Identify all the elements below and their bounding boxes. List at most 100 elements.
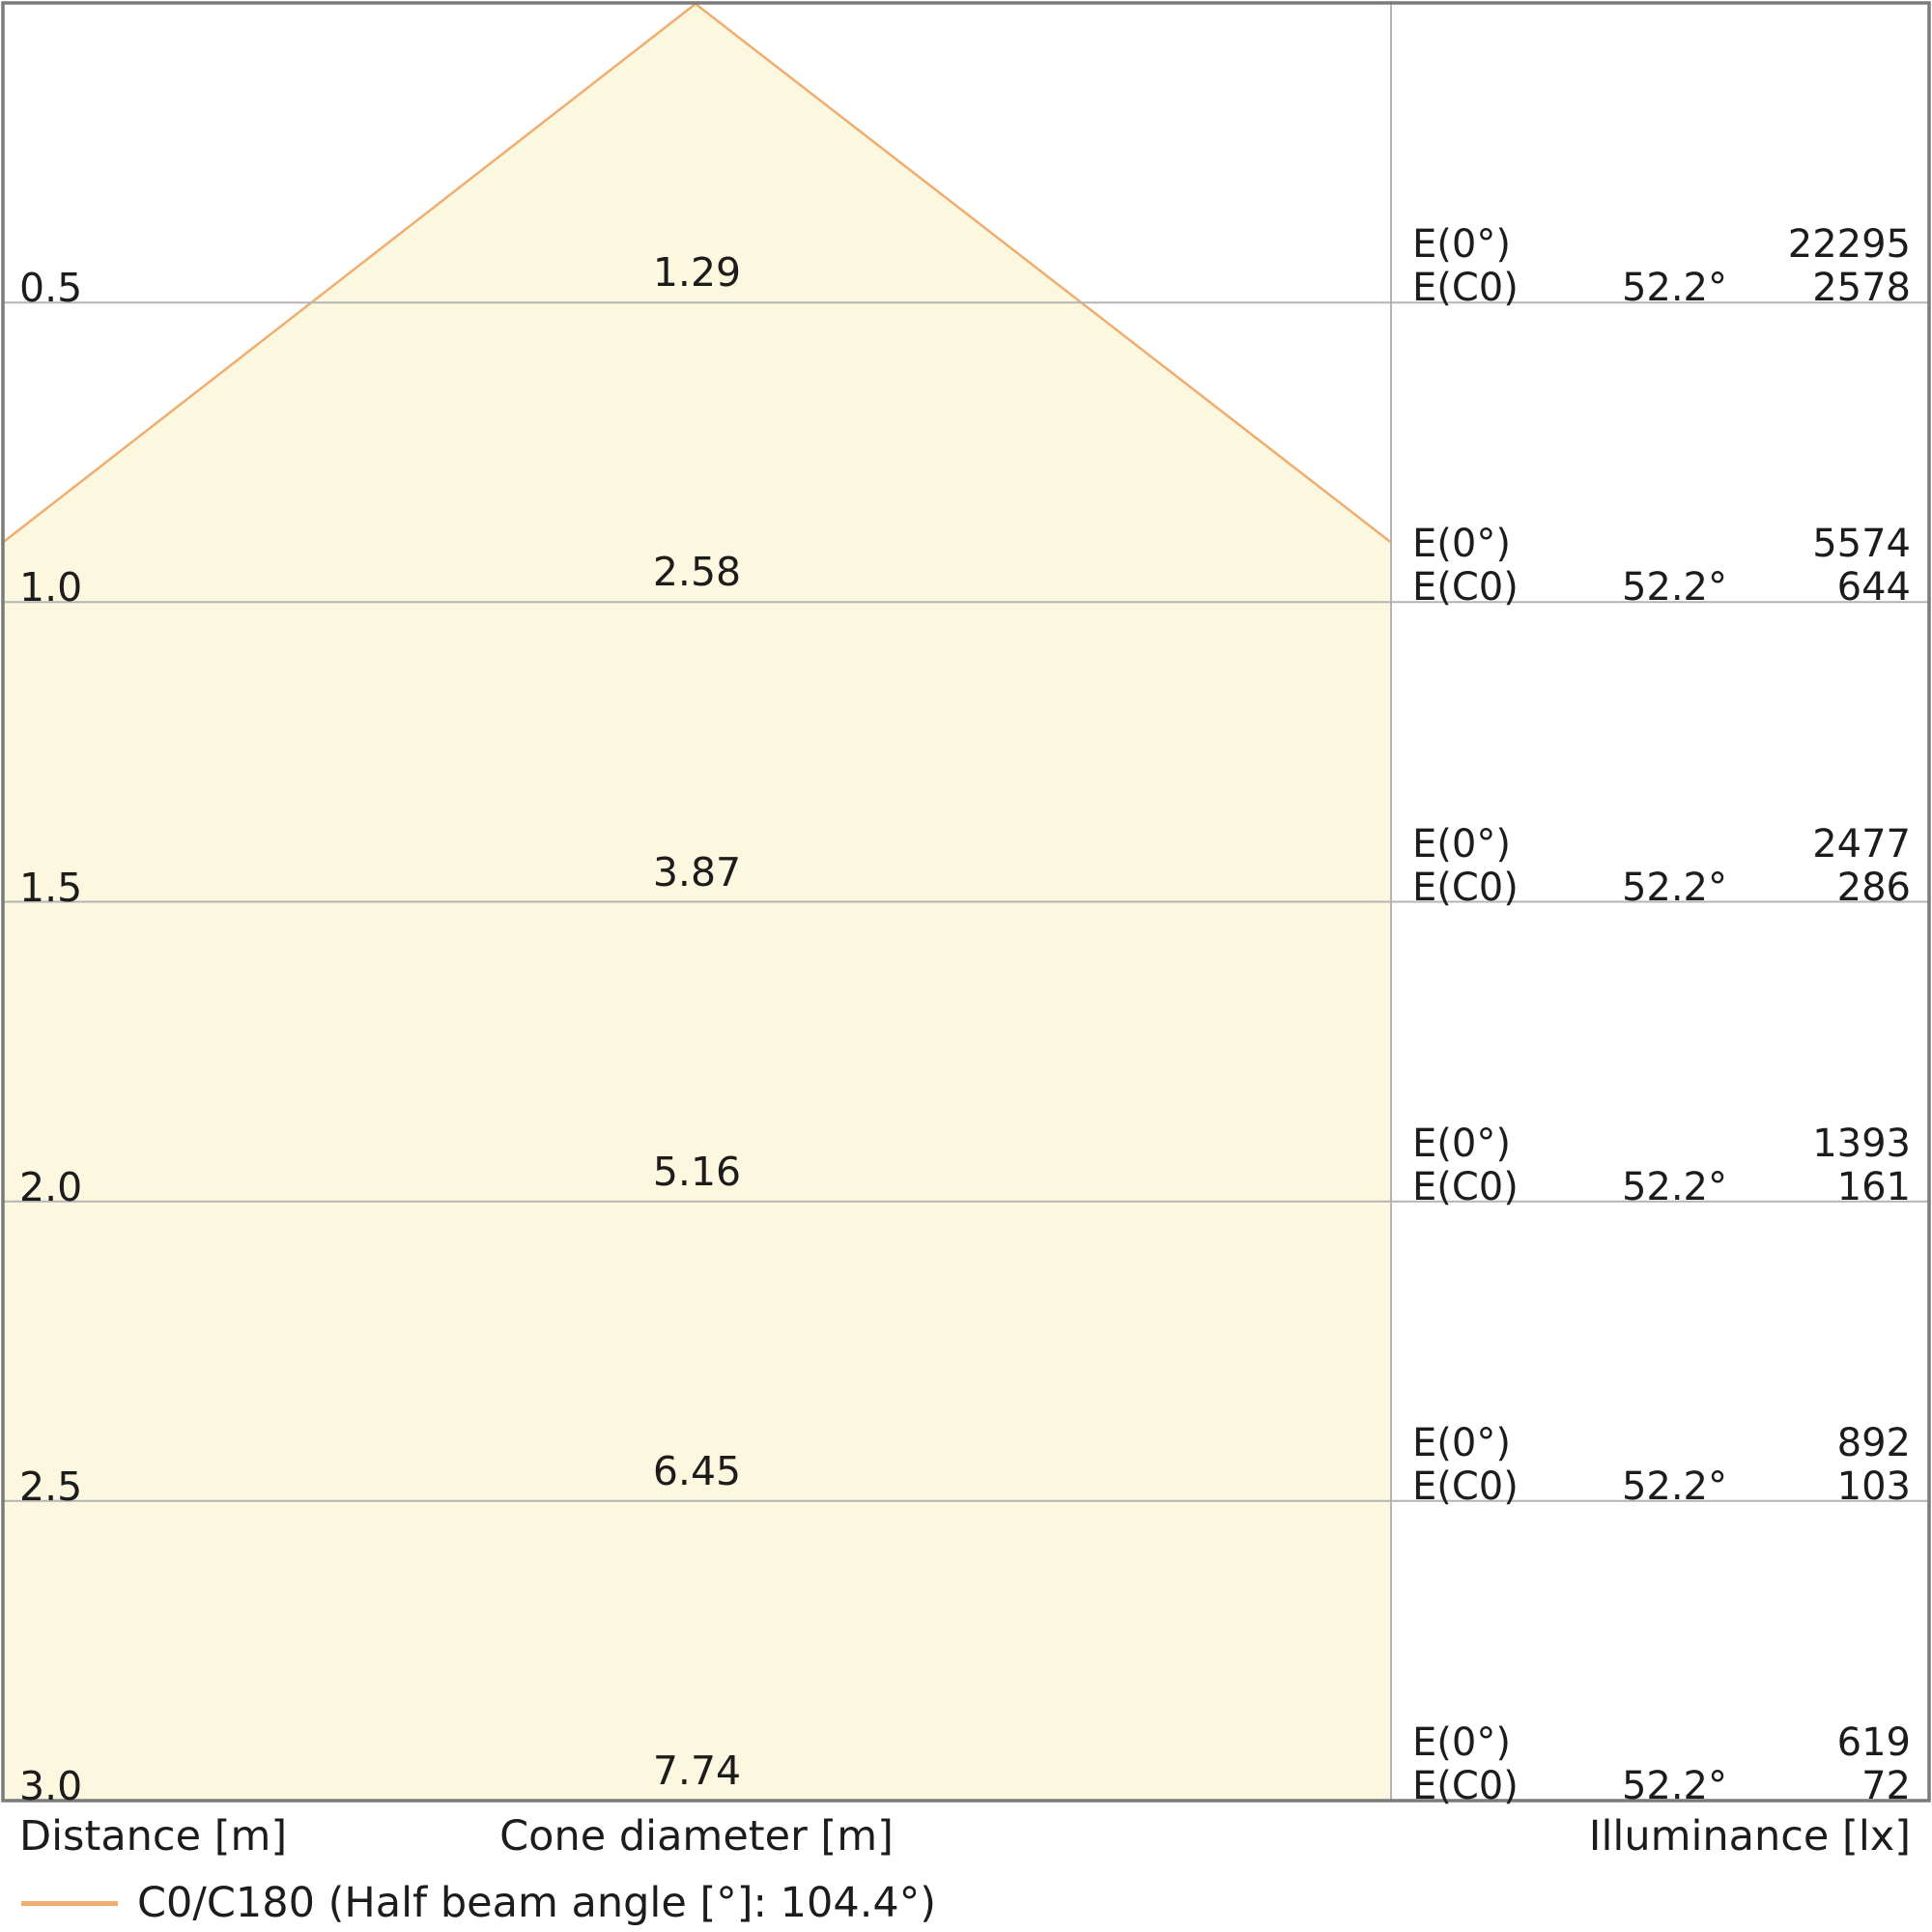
e0-value: 1393 — [1812, 1121, 1911, 1166]
axis-caption-row: Distance [m] Cone diameter [m] Illuminan… — [3, 1801, 1929, 1870]
e0-line: E(0°) 2477 — [1412, 821, 1911, 867]
e0-line: E(0°) 619 — [1412, 1721, 1911, 1765]
e0-angle — [1577, 823, 1727, 867]
ec0-value: 161 — [1836, 1164, 1911, 1209]
ec0-label: E(C0) — [1412, 1463, 1519, 1509]
beam-line-legend-swatch — [21, 1900, 118, 1906]
distance-axis-label: Distance [m] — [19, 1812, 288, 1861]
e0-angle — [1577, 223, 1727, 267]
ec0-angle: 52.2° — [1621, 1463, 1727, 1509]
illuminance-block: E(0°) 5574 E(C0) 52.2° 644 — [1412, 523, 1911, 610]
ec0-angle: 52.2° — [1621, 1764, 1727, 1809]
plot-border — [1, 1, 1931, 1803]
distance-label-column: 0.5 1.0 1.5 2.0 2.5 3.0 — [3, 3, 293, 1806]
diameter-cell: 2.58 — [3, 302, 1391, 602]
ec0-angle: 52.2° — [1621, 565, 1727, 611]
e0-label: E(0°) — [1412, 1720, 1511, 1766]
e0-label: E(0°) — [1412, 522, 1511, 567]
distance-cell: 1.5 — [3, 602, 293, 907]
cone-diameter-axis-label: Cone diameter [m] — [499, 1812, 894, 1861]
cone-diameter-label: 5.16 — [652, 1148, 742, 1195]
diameter-cell: 7.74 — [3, 1501, 1391, 1801]
ec0-value: 644 — [1836, 565, 1911, 611]
illuminance-block: E(0°) 619 E(C0) 52.2° 72 — [1412, 1721, 1911, 1808]
ec0-label: E(C0) — [1412, 1764, 1519, 1809]
legend-label: C0/C180 (Half beam angle [°]: 104.4°) — [137, 1878, 937, 1927]
ec0-label: E(C0) — [1412, 865, 1519, 910]
ec0-label: E(C0) — [1412, 1164, 1519, 1209]
e0-angle — [1577, 523, 1727, 566]
illuminance-cell: E(0°) 5574 E(C0) 52.2° 644 — [1391, 302, 1929, 610]
illuminance-block: E(0°) 892 E(C0) 52.2° 103 — [1412, 1420, 1911, 1509]
e0-value: 22295 — [1787, 222, 1911, 268]
e0-value: 2477 — [1812, 821, 1911, 867]
cone-diameter-label: 1.29 — [652, 249, 742, 297]
ec0-line: E(C0) 52.2° 286 — [1412, 865, 1911, 910]
diameter-cell: 1.29 — [3, 3, 1391, 302]
illuminance-cell: E(0°) 892 E(C0) 52.2° 103 — [1391, 1202, 1929, 1508]
beam-edge-right-line — [695, 3, 1392, 544]
diameter-cell: 6.45 — [3, 1202, 1391, 1501]
e0-value: 5574 — [1812, 522, 1911, 567]
ec0-line: E(C0) 52.2° 644 — [1412, 566, 1911, 610]
beam-edge-left-line — [2, 3, 696, 544]
distance-label: 2.5 — [19, 1463, 83, 1510]
e0-label: E(0°) — [1412, 222, 1511, 268]
illuminance-block: E(0°) 1393 E(C0) 52.2° 161 — [1412, 1122, 1911, 1209]
distance-label: 1.5 — [19, 864, 83, 911]
cone-diameter-label: 3.87 — [652, 848, 742, 895]
e0-value: 892 — [1836, 1420, 1911, 1465]
distance-gridlines — [3, 301, 1929, 1502]
cone-diameter-label: 6.45 — [652, 1447, 742, 1494]
ec0-line: E(C0) 52.2° 103 — [1412, 1463, 1911, 1509]
e0-line: E(0°) 1393 — [1412, 1122, 1911, 1166]
e0-angle — [1577, 1422, 1727, 1465]
distance-label: 1.0 — [19, 564, 83, 611]
illuminance-column: E(0°) 22295 E(C0) 52.2° 2578 E(0°) 5574 E(C0… — [1391, 3, 1929, 1808]
legend: C0/C180 (Half beam angle [°]: 104.4°) — [21, 1876, 936, 1930]
ec0-value: 286 — [1836, 865, 1911, 910]
illuminance-cell: E(0°) 619 E(C0) 52.2° 72 — [1391, 1501, 1929, 1808]
diameter-cell: 3.87 — [3, 602, 1391, 901]
illuminance-cell: E(0°) 22295 E(C0) 52.2° 2578 — [1391, 3, 1929, 310]
ec0-label: E(C0) — [1412, 266, 1519, 311]
illuminance-cell: E(0°) 1393 E(C0) 52.2° 161 — [1391, 902, 1929, 1208]
e0-value: 619 — [1836, 1720, 1911, 1766]
ec0-line: E(C0) 52.2° 2578 — [1412, 267, 1911, 310]
e0-label: E(0°) — [1412, 1420, 1511, 1465]
ec0-angle: 52.2° — [1621, 1164, 1727, 1209]
distance-label: 3.0 — [19, 1763, 83, 1810]
distance-cell: 2.5 — [3, 1202, 293, 1506]
e0-line: E(0°) 22295 — [1412, 223, 1911, 267]
distance-cell: 1.0 — [3, 302, 293, 608]
ec0-value: 72 — [1861, 1764, 1911, 1809]
ec0-angle: 52.2° — [1621, 266, 1727, 311]
ec0-value: 2578 — [1812, 266, 1911, 311]
illuminance-block: E(0°) 22295 E(C0) 52.2° 2578 — [1412, 223, 1911, 310]
ec0-value: 103 — [1836, 1463, 1911, 1509]
e0-line: E(0°) 5574 — [1412, 523, 1911, 566]
distance-cell: 3.0 — [3, 1501, 293, 1806]
distance-cell: 0.5 — [3, 3, 293, 308]
cone-diameter-label: 7.74 — [652, 1747, 742, 1795]
ec0-label: E(C0) — [1412, 565, 1519, 611]
cone-diameter-label: 2.58 — [652, 549, 742, 596]
illuminance-axis-label: Illuminance [lx] — [1588, 1812, 1911, 1861]
illuminance-block: E(0°) 2477 E(C0) 52.2° 286 — [1412, 821, 1911, 910]
illuminance-cell: E(0°) 2477 E(C0) 52.2° 286 — [1391, 602, 1929, 909]
e0-angle — [1577, 1122, 1727, 1166]
ec0-line: E(C0) 52.2° 72 — [1412, 1765, 1911, 1808]
distance-cell: 2.0 — [3, 902, 293, 1207]
e0-label: E(0°) — [1412, 1121, 1511, 1166]
ec0-angle: 52.2° — [1621, 865, 1727, 910]
diameter-cell: 5.16 — [3, 902, 1391, 1202]
e0-line: E(0°) 892 — [1412, 1420, 1911, 1465]
ec0-line: E(C0) 52.2° 161 — [1412, 1164, 1911, 1209]
distance-label: 0.5 — [19, 265, 83, 312]
e0-angle — [1577, 1721, 1727, 1765]
e0-label: E(0°) — [1412, 821, 1511, 867]
distance-label: 2.0 — [19, 1163, 83, 1210]
cone-diameter-label-column: 1.29 2.58 3.87 5.16 6.45 7.74 — [3, 3, 1391, 1801]
